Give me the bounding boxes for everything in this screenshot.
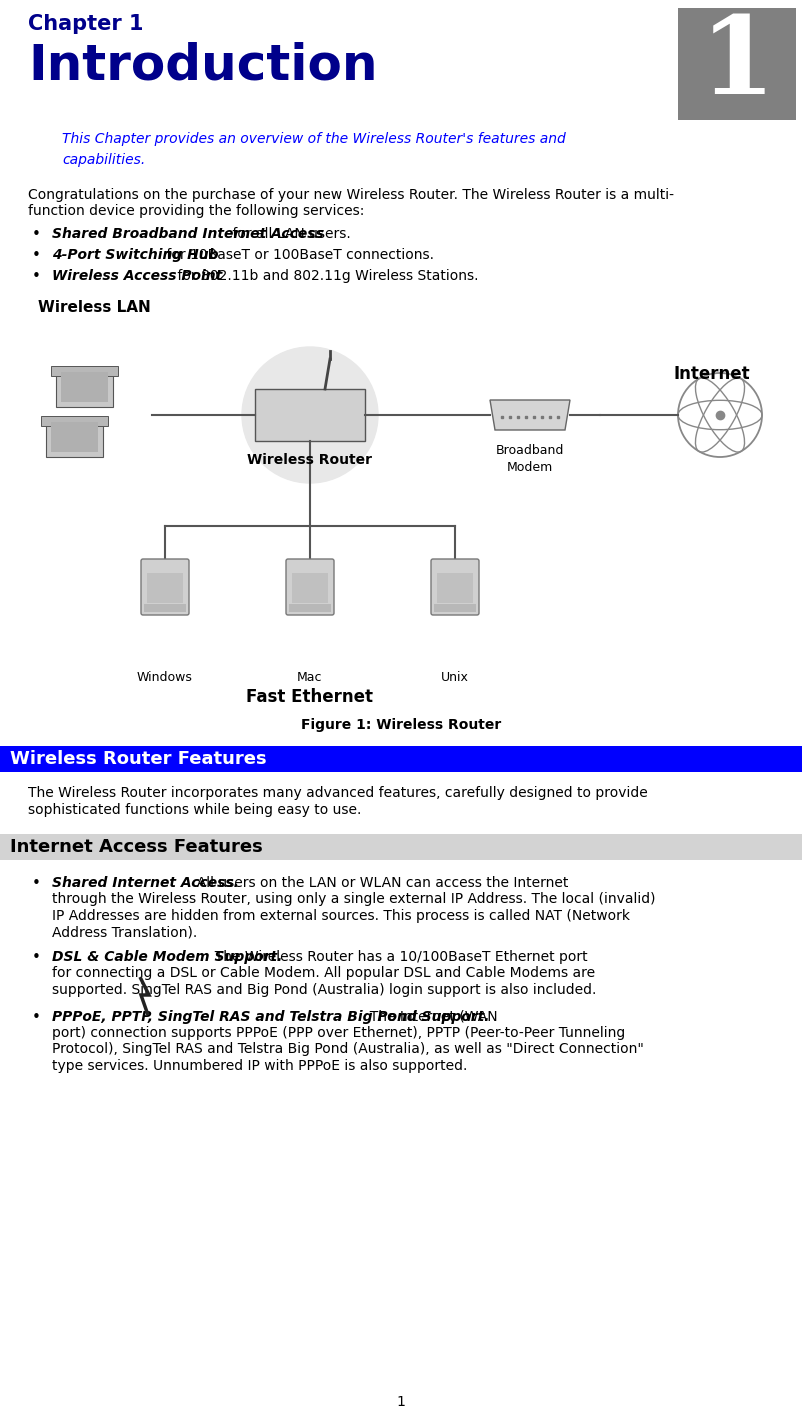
Text: supported. SingTel RAS and Big Pond (Australia) login support is also included.: supported. SingTel RAS and Big Pond (Aus… <box>52 983 596 997</box>
FancyBboxPatch shape <box>255 388 365 441</box>
FancyBboxPatch shape <box>42 417 108 426</box>
Text: The Wireless Router incorporates many advanced features, carefully designed to p: The Wireless Router incorporates many ad… <box>28 786 647 801</box>
Text: Wireless LAN: Wireless LAN <box>38 299 151 315</box>
Text: for 802.11b and 802.11g Wireless Stations.: for 802.11b and 802.11g Wireless Station… <box>172 270 478 282</box>
Text: Introduction: Introduction <box>28 42 377 90</box>
Text: PPPoE, PPTP, SingTel RAS and Telstra Big Pond Support.: PPPoE, PPTP, SingTel RAS and Telstra Big… <box>52 1010 489 1024</box>
FancyBboxPatch shape <box>0 746 802 772</box>
FancyBboxPatch shape <box>286 559 334 616</box>
Text: All users on the LAN or WLAN can access the Internet: All users on the LAN or WLAN can access … <box>188 875 568 890</box>
Text: through the Wireless Router, using only a single external IP Address. The local : through the Wireless Router, using only … <box>52 892 654 907</box>
Text: Wireless Router Features: Wireless Router Features <box>10 750 266 768</box>
FancyBboxPatch shape <box>51 366 119 376</box>
Text: for connecting a DSL or Cable Modem. All popular DSL and Cable Modems are: for connecting a DSL or Cable Modem. All… <box>52 966 594 980</box>
Text: function device providing the following services:: function device providing the following … <box>28 203 364 217</box>
Text: 1: 1 <box>699 11 774 117</box>
Text: Mac: Mac <box>297 671 322 683</box>
FancyBboxPatch shape <box>431 559 479 616</box>
Text: Congratulations on the purchase of your new Wireless Router. The Wireless Router: Congratulations on the purchase of your … <box>28 188 673 202</box>
FancyBboxPatch shape <box>433 604 476 611</box>
Text: 4-Port Switching Hub: 4-Port Switching Hub <box>52 249 218 263</box>
FancyBboxPatch shape <box>147 573 183 603</box>
Text: This Chapter provides an overview of the Wireless Router's features and
capabili: This Chapter provides an overview of the… <box>62 131 565 167</box>
Text: •: • <box>32 950 41 964</box>
Text: Figure 1: Wireless Router: Figure 1: Wireless Router <box>301 717 500 731</box>
Text: 1: 1 <box>396 1395 405 1409</box>
Text: Wireless Access Point: Wireless Access Point <box>52 270 222 282</box>
Text: Protocol), SingTel RAS and Telstra Big Pond (Australia), as well as "Direct Conn: Protocol), SingTel RAS and Telstra Big P… <box>52 1042 643 1056</box>
FancyBboxPatch shape <box>292 573 327 603</box>
FancyBboxPatch shape <box>51 422 99 452</box>
Text: port) connection supports PPPoE (PPP over Ethernet), PPTP (Peer-to-Peer Tunnelin: port) connection supports PPPoE (PPP ove… <box>52 1027 625 1041</box>
FancyBboxPatch shape <box>144 604 186 611</box>
Text: Wireless Router: Wireless Router <box>247 453 372 467</box>
Text: •: • <box>32 1010 41 1025</box>
Polygon shape <box>489 400 569 431</box>
Text: Internet Access Features: Internet Access Features <box>10 837 262 856</box>
Text: Broadband
Modem: Broadband Modem <box>495 443 564 474</box>
FancyBboxPatch shape <box>0 834 802 860</box>
Text: sophisticated functions while being easy to use.: sophisticated functions while being easy… <box>28 803 361 818</box>
Text: Internet: Internet <box>673 364 749 383</box>
FancyBboxPatch shape <box>141 559 188 616</box>
FancyBboxPatch shape <box>436 573 472 603</box>
Text: type services. Unnumbered IP with PPPoE is also supported.: type services. Unnumbered IP with PPPoE … <box>52 1059 467 1073</box>
FancyBboxPatch shape <box>289 604 330 611</box>
Text: The Internet (WAN: The Internet (WAN <box>361 1010 497 1024</box>
FancyBboxPatch shape <box>677 8 795 120</box>
FancyBboxPatch shape <box>56 367 113 407</box>
Text: Address Translation).: Address Translation). <box>52 925 197 939</box>
Text: Chapter 1: Chapter 1 <box>28 14 144 34</box>
Text: Fast Ethernet: Fast Ethernet <box>246 688 373 706</box>
Text: Shared Broadband Internet Access: Shared Broadband Internet Access <box>52 227 323 241</box>
FancyBboxPatch shape <box>47 417 103 457</box>
Text: •: • <box>32 227 41 241</box>
Text: for all LAN users.: for all LAN users. <box>228 227 350 241</box>
Text: IP Addresses are hidden from external sources. This process is called NAT (Netwo: IP Addresses are hidden from external so… <box>52 909 630 923</box>
Text: Unix: Unix <box>440 671 468 683</box>
Text: •: • <box>32 249 41 263</box>
FancyBboxPatch shape <box>62 371 108 402</box>
Text: The Wireless Router has a 10/100BaseT Ethernet port: The Wireless Router has a 10/100BaseT Et… <box>206 950 587 964</box>
Text: Shared Internet Access.: Shared Internet Access. <box>52 875 238 890</box>
Text: •: • <box>32 270 41 284</box>
Text: Windows: Windows <box>137 671 192 683</box>
Text: •: • <box>32 875 41 891</box>
Text: DSL & Cable Modem Support.: DSL & Cable Modem Support. <box>52 950 282 964</box>
Text: for 10BaseT or 100BaseT connections.: for 10BaseT or 100BaseT connections. <box>162 249 433 263</box>
Circle shape <box>241 347 378 483</box>
